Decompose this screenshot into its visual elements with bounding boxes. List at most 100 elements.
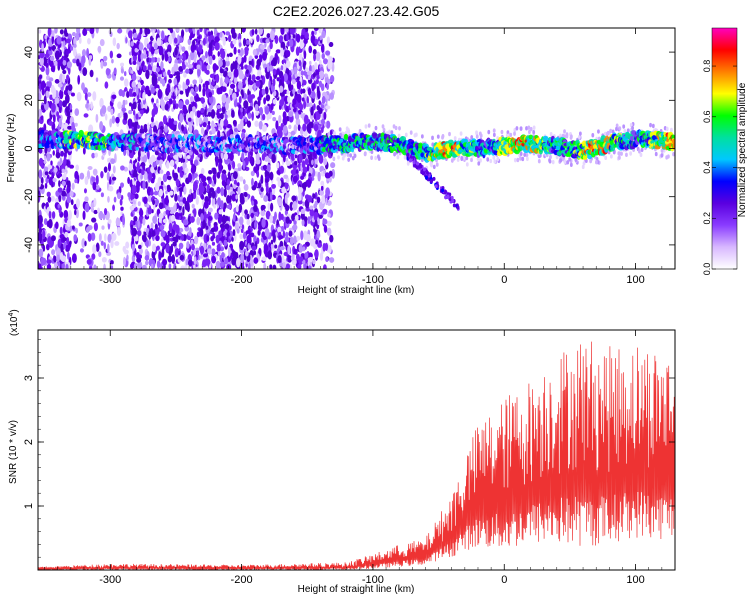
spectrogram-noise-cell bbox=[251, 94, 255, 99]
spectrogram-noise-cell bbox=[105, 81, 109, 88]
spectrogram-noise-cell bbox=[203, 122, 207, 127]
spectrogram-noise-cell bbox=[309, 205, 313, 209]
spectrogram-noise-cell bbox=[313, 49, 317, 55]
spectrogram-noise-cell bbox=[161, 230, 166, 237]
spectrogram-noise-cell bbox=[169, 191, 173, 196]
spectrogram-noise-cell bbox=[47, 192, 51, 198]
spectrogram-noise-cell bbox=[327, 132, 330, 136]
spectrogram-noise-cell bbox=[193, 265, 196, 269]
spectrogram-noise-cell bbox=[286, 34, 289, 41]
spectrogram-noise-cell bbox=[436, 162, 439, 166]
spectrogram-noise-cell bbox=[283, 111, 287, 119]
spectrogram-noise-cell bbox=[222, 94, 227, 103]
spectrogram-noise-cell bbox=[230, 84, 235, 89]
spectrogram-noise-cell bbox=[486, 157, 489, 161]
spectrogram-noise-cell bbox=[175, 71, 180, 76]
spectrogram-noise-cell bbox=[132, 74, 137, 81]
spectrogram-noise-cell bbox=[292, 224, 297, 230]
spectrogram-noise-cell bbox=[128, 30, 132, 38]
spectrogram-noise-cell bbox=[173, 121, 177, 125]
spectrogram-noise-cell bbox=[368, 123, 371, 127]
spectrogram-noise-cell bbox=[188, 231, 192, 235]
spectrogram-noise-cell bbox=[591, 133, 594, 137]
spectrogram-noise-cell bbox=[170, 160, 175, 167]
spectrogram-noise-cell bbox=[319, 71, 324, 80]
spectrogram-noise-cell bbox=[173, 104, 176, 110]
spectrogram-noise-cell bbox=[262, 153, 265, 161]
spectrogram-noise-cell bbox=[270, 103, 273, 110]
spectrogram-noise-cell bbox=[415, 133, 418, 137]
spectrogram-noise-cell bbox=[146, 240, 149, 248]
spectrogram-noise-cell bbox=[123, 257, 126, 267]
spectrogram-noise-cell bbox=[179, 100, 184, 109]
spectrogram-noise-cell bbox=[44, 35, 47, 40]
spectrogram-noise-cell bbox=[142, 218, 145, 226]
spectrogram-noise-cell bbox=[192, 204, 195, 209]
spectrogram-noise-cell bbox=[197, 231, 201, 237]
spectrogram-noise-cell bbox=[253, 251, 256, 256]
spectrogram-noise-cell bbox=[248, 80, 253, 85]
spectrogram-noise-cell bbox=[220, 132, 222, 136]
spectrogram-noise-cell bbox=[323, 58, 328, 64]
spectrogram-noise-cell bbox=[164, 97, 168, 101]
spectrogram-noise-cell bbox=[396, 155, 399, 159]
spectrogram-noise-cell bbox=[284, 252, 289, 256]
spectrogram-signal-cell bbox=[136, 147, 139, 151]
spectrogram-noise-cell bbox=[126, 254, 128, 261]
spectrogram-noise-cell bbox=[253, 257, 258, 264]
spectrogram-noise-cell bbox=[254, 120, 258, 127]
spectrogram-noise-cell bbox=[640, 153, 643, 157]
spectrogram-noise-cell bbox=[255, 104, 259, 111]
spectrogram-noise-cell bbox=[597, 129, 600, 133]
spectrogram-noise-cell bbox=[252, 246, 257, 251]
spectrogram-noise-cell bbox=[203, 83, 206, 88]
spectrogram-noise-cell bbox=[206, 125, 208, 132]
spectrogram-noise-cell bbox=[171, 215, 176, 222]
spectrogram-noise-cell bbox=[115, 117, 120, 124]
spectrogram-noise-cell bbox=[320, 181, 324, 186]
spectrogram-noise-cell bbox=[194, 159, 198, 166]
spectrogram-noise-cell bbox=[166, 235, 170, 244]
spectrogram-noise-cell bbox=[454, 136, 457, 140]
spectrogram-noise-cell bbox=[136, 258, 141, 263]
spectrogram-noise-cell bbox=[117, 54, 122, 59]
spectrogram-noise-cell bbox=[516, 158, 519, 162]
spectrogram-noise-cell bbox=[96, 243, 100, 252]
spectrogram-noise-cell bbox=[149, 58, 152, 63]
spectrogram-noise-cell bbox=[168, 79, 172, 84]
spectrogram-noise-cell bbox=[302, 201, 305, 205]
spectrogram-noise-cell bbox=[94, 222, 98, 231]
spectrogram-noise-cell bbox=[550, 132, 553, 136]
spectrogram-noise-cell bbox=[97, 207, 100, 213]
spectrogram-noise-cell bbox=[300, 230, 303, 240]
spectrogram-noise-cell bbox=[579, 131, 582, 135]
spectrogram-noise-cell bbox=[265, 39, 269, 43]
spectrogram-noise-cell bbox=[327, 36, 330, 44]
spectrogram-noise-cell bbox=[62, 181, 66, 186]
spectrogram-noise-cell bbox=[107, 158, 110, 162]
spectrogram-noise-cell bbox=[113, 37, 116, 46]
spectrogram-noise-cell bbox=[293, 175, 298, 182]
spectrogram-noise-cell bbox=[319, 81, 322, 88]
spectrogram-noise-cell bbox=[293, 67, 297, 75]
spectrogram-noise-cell bbox=[296, 34, 300, 43]
spectrogram-noise-cell bbox=[60, 29, 64, 34]
spectrogram-noise-cell bbox=[56, 152, 61, 158]
spectrogram-noise-cell bbox=[175, 212, 180, 220]
spectrogram-noise-cell bbox=[299, 103, 303, 110]
spectrogram-noise-cell bbox=[55, 50, 60, 60]
spectrogram-noise-cell bbox=[267, 164, 271, 172]
spectrogram-noise-cell bbox=[116, 43, 119, 50]
spectrogram-noise-cell bbox=[263, 97, 266, 104]
spectrogram-noise-cell bbox=[65, 94, 70, 104]
spectrogram-noise-cell bbox=[189, 35, 192, 40]
spectrogram-noise-cell bbox=[243, 160, 246, 170]
spectrogram-noise-cell bbox=[197, 110, 201, 118]
spectrogram-noise-cell bbox=[176, 179, 180, 187]
spectrogram-noise-cell bbox=[277, 255, 281, 263]
spectrogram-noise-cell bbox=[72, 183, 75, 190]
spectrogram-noise-cell bbox=[622, 124, 625, 128]
spectrogram-noise-cell bbox=[85, 93, 88, 101]
spectrogram-noise-cell bbox=[283, 154, 286, 162]
